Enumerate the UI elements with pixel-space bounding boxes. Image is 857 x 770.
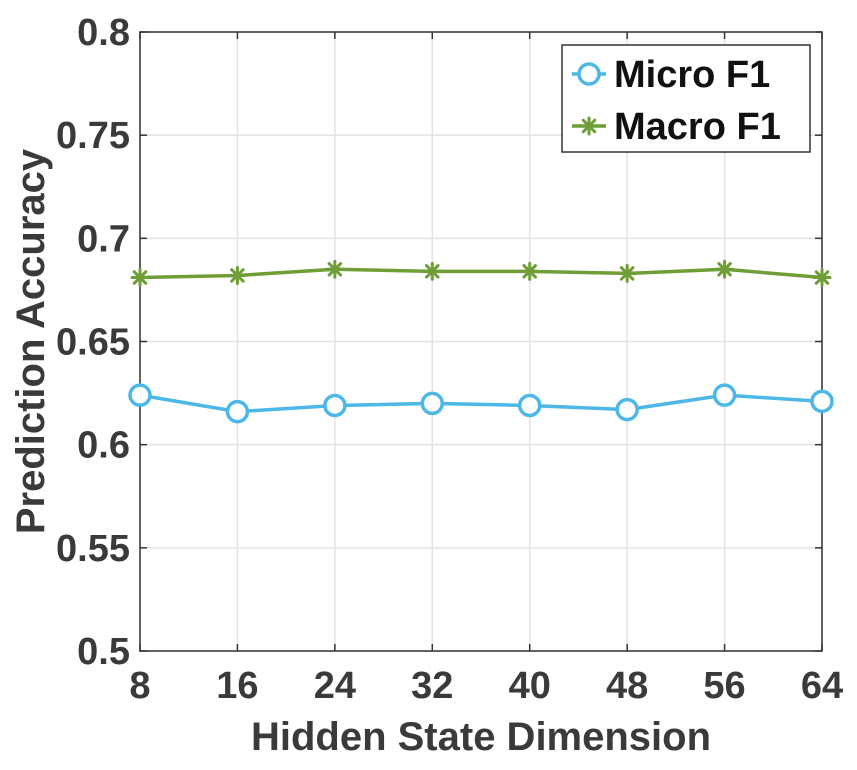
legend: Micro F1 Macro F1 bbox=[561, 44, 811, 153]
legend-label-micro-f1: Micro F1 bbox=[614, 54, 770, 96]
series-layer bbox=[128, 259, 834, 424]
data-point-micro-f1 bbox=[615, 397, 639, 422]
y-tick-label: 0.65 bbox=[56, 322, 130, 364]
x-axis-label: Hidden State Dimension bbox=[251, 715, 711, 759]
x-tick-label: 40 bbox=[509, 665, 551, 707]
x-tick-label: 16 bbox=[216, 665, 258, 707]
data-point-micro-f1 bbox=[225, 399, 250, 424]
series-micro-f1 bbox=[128, 383, 834, 424]
x-tick-labels: 8 16 24 32 40 48 56 64 bbox=[129, 665, 843, 707]
y-axis-label: Prediction Accuracy bbox=[9, 148, 53, 534]
data-point-macro-f1 bbox=[715, 259, 735, 279]
legend-item-micro-f1: Micro F1 bbox=[572, 54, 770, 96]
legend-label-macro-f1: Macro F1 bbox=[614, 106, 781, 148]
data-point-macro-f1 bbox=[325, 259, 345, 279]
x-tick-label: 64 bbox=[801, 665, 843, 707]
y-tick-label: 0.7 bbox=[77, 218, 130, 260]
data-point-micro-f1 bbox=[712, 383, 737, 407]
legend-box bbox=[561, 44, 811, 153]
series-line-micro-f1 bbox=[139, 393, 823, 414]
series-macro-f1 bbox=[130, 259, 832, 288]
x-tick-label: 56 bbox=[703, 665, 745, 707]
y-tick-label: 0.55 bbox=[56, 528, 130, 570]
y-tick-label: 0.6 bbox=[77, 425, 130, 467]
series-line-macro-f1 bbox=[139, 267, 823, 280]
legend-item-macro-f1: Macro F1 bbox=[572, 106, 781, 148]
data-point-macro-f1 bbox=[422, 261, 442, 281]
x-tick-label: 32 bbox=[411, 665, 453, 707]
data-point-micro-f1 bbox=[517, 393, 542, 418]
data-point-micro-f1 bbox=[128, 383, 152, 407]
y-tick-label: 0.75 bbox=[56, 115, 130, 157]
data-point-macro-f1 bbox=[812, 268, 832, 288]
data-point-macro-f1 bbox=[617, 263, 637, 283]
x-tick-label: 48 bbox=[606, 665, 648, 707]
data-point-macro-f1 bbox=[227, 265, 247, 285]
data-point-macro-f1 bbox=[130, 268, 150, 288]
legend-marker-micro-f1 bbox=[577, 62, 601, 86]
legend-symbol bbox=[579, 116, 599, 136]
data-point-micro-f1 bbox=[420, 391, 445, 416]
data-point-micro-f1 bbox=[810, 389, 834, 414]
legend-marker-macro-f1 bbox=[579, 116, 599, 136]
tick-marks bbox=[139, 31, 823, 652]
data-point-micro-f1 bbox=[323, 393, 347, 418]
x-tick-label: 8 bbox=[129, 665, 150, 707]
x-tick-label: 24 bbox=[314, 665, 356, 707]
y-tick-labels: 0.5 0.55 0.6 0.65 0.7 0.75 0.8 bbox=[56, 12, 130, 673]
data-point-macro-f1 bbox=[520, 261, 540, 281]
y-tick-label: 0.8 bbox=[77, 12, 130, 54]
legend-symbol bbox=[577, 62, 601, 86]
y-tick-label: 0.5 bbox=[77, 631, 130, 673]
